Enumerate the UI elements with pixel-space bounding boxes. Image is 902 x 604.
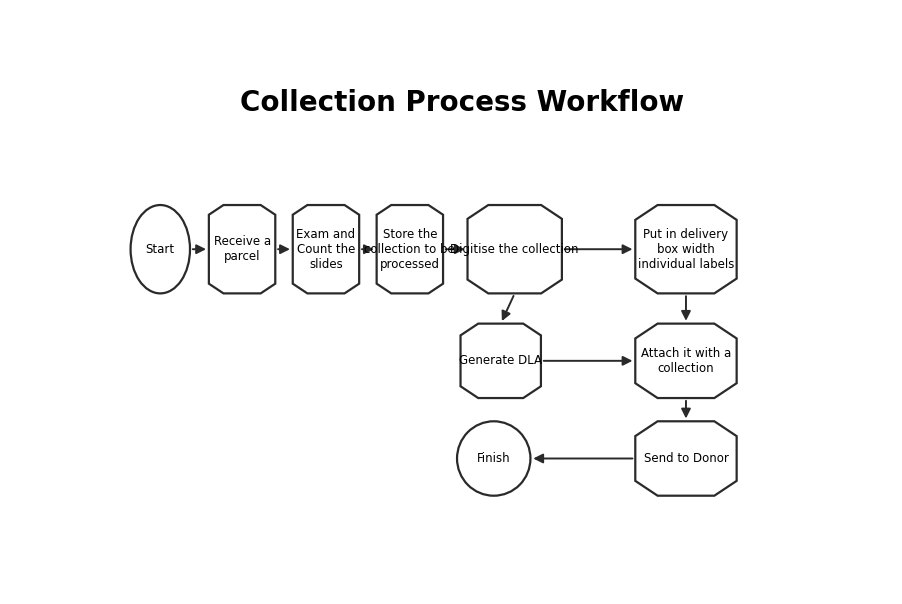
Text: Attach it with a
collection: Attach it with a collection bbox=[640, 347, 732, 375]
Polygon shape bbox=[377, 205, 443, 294]
Ellipse shape bbox=[457, 422, 530, 496]
Text: Put in delivery
box width
individual labels: Put in delivery box width individual lab… bbox=[638, 228, 734, 271]
Text: Receive a
parcel: Receive a parcel bbox=[214, 235, 271, 263]
Text: Exam and
Count the
slides: Exam and Count the slides bbox=[297, 228, 355, 271]
Text: Start: Start bbox=[146, 243, 175, 255]
Polygon shape bbox=[635, 422, 737, 496]
Ellipse shape bbox=[131, 205, 190, 294]
Polygon shape bbox=[293, 205, 359, 294]
Text: Finish: Finish bbox=[477, 452, 511, 465]
Text: Generate DLA: Generate DLA bbox=[459, 355, 542, 367]
Polygon shape bbox=[209, 205, 275, 294]
Text: Collection Process Workflow: Collection Process Workflow bbox=[240, 89, 685, 117]
Polygon shape bbox=[635, 205, 737, 294]
Text: Store the
collection to be
processed: Store the collection to be processed bbox=[364, 228, 456, 271]
Text: Digitise the collection: Digitise the collection bbox=[450, 243, 579, 255]
Text: Send to Donor: Send to Donor bbox=[643, 452, 729, 465]
Polygon shape bbox=[635, 324, 737, 398]
Polygon shape bbox=[461, 324, 541, 398]
Polygon shape bbox=[467, 205, 562, 294]
